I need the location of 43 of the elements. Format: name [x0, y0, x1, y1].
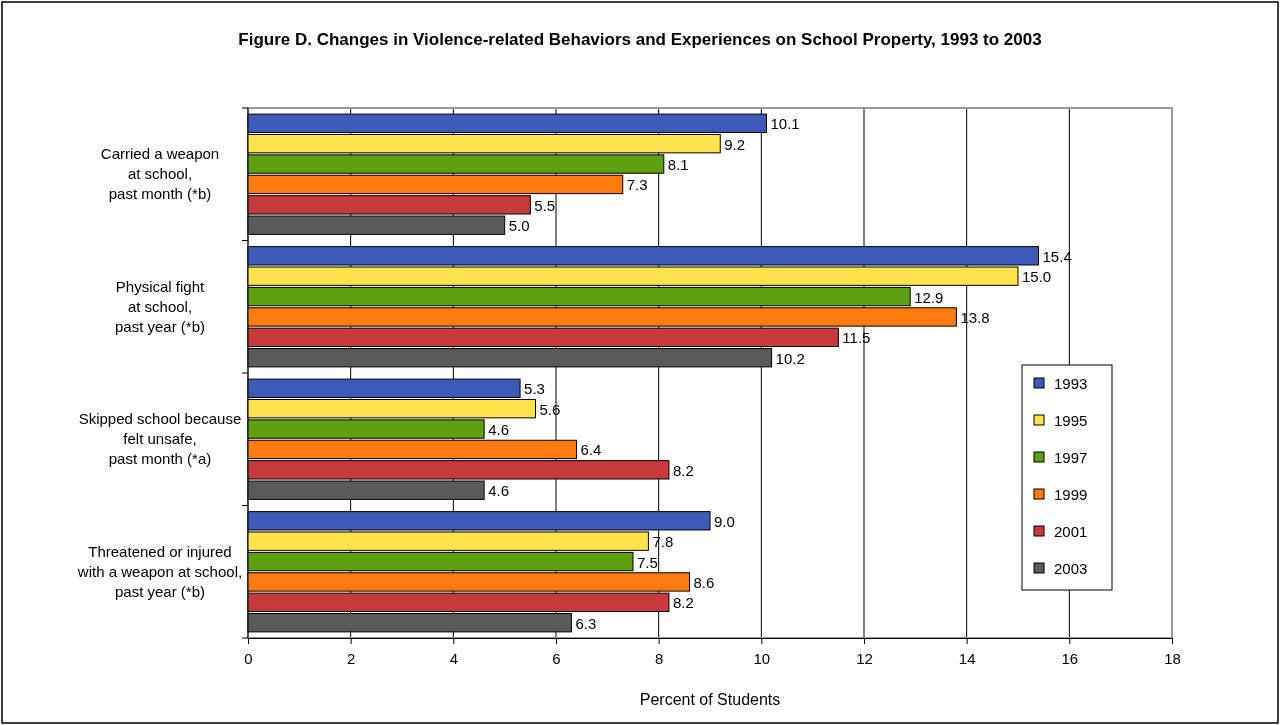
data-label: 11.5: [842, 329, 871, 347]
data-label: 5.6: [539, 400, 561, 418]
data-label: 4.6: [488, 421, 509, 439]
x-tick-label: 10: [753, 649, 771, 667]
data-label: 8.1: [667, 156, 689, 174]
data-label: 8.2: [672, 594, 694, 612]
data-label: 9.2: [724, 135, 746, 153]
legend-label: 1997: [1054, 449, 1088, 466]
x-tick-label: 12: [856, 649, 873, 667]
x-tick-label: 14: [958, 649, 976, 667]
data-label: 5.0: [508, 217, 530, 235]
x-tick-label: 2: [346, 649, 356, 667]
y-tick-label: Physical fight at school, past year (*b): [114, 277, 206, 335]
legend-label: 1993: [1054, 375, 1088, 392]
data-label: 15.0: [1022, 268, 1052, 286]
legend-label: 1995: [1054, 412, 1088, 429]
data-label: 8.2: [672, 461, 694, 479]
data-label: 5.3: [524, 380, 545, 398]
x-tick-label: 8: [654, 649, 664, 667]
data-label: 7.3: [626, 176, 648, 194]
data-label: 5.5: [534, 196, 556, 214]
x-tick-label: 6: [552, 649, 561, 667]
data-label: 10.1: [770, 115, 800, 133]
x-axis-title: Percent of Students: [639, 691, 781, 708]
chart-title: Figure D. Changes in Violence-related Behaviors and Experiences on School Property, 1993 to 2003: [238, 30, 1042, 49]
x-tick-label: 18: [1164, 649, 1181, 667]
data-label: 12.9: [914, 288, 944, 306]
x-tick-label: 0: [244, 649, 253, 667]
y-tick-label: Threatened or injured with a weapon at school, past year (*b): [76, 542, 243, 600]
x-tick-label: 4: [449, 649, 459, 667]
data-label: 10.2: [775, 349, 805, 367]
legend-label: 2001: [1054, 523, 1088, 540]
data-label: 9.0: [714, 512, 735, 530]
data-label: 6.4: [580, 441, 602, 459]
data-label: 8.6: [693, 573, 715, 591]
y-tick-label: Carried a weapon at school, past month (*b): [100, 145, 220, 203]
legend-label: 2003: [1054, 560, 1088, 577]
x-tick-label: 16: [1061, 649, 1079, 667]
data-label: 6.3: [575, 614, 597, 632]
data-label: 4.6: [488, 482, 509, 500]
legend-label: 1999: [1054, 486, 1088, 503]
data-label: 7.5: [637, 553, 658, 571]
y-tick-label: Skipped school because felt unsafe, past month (*a): [78, 410, 242, 468]
